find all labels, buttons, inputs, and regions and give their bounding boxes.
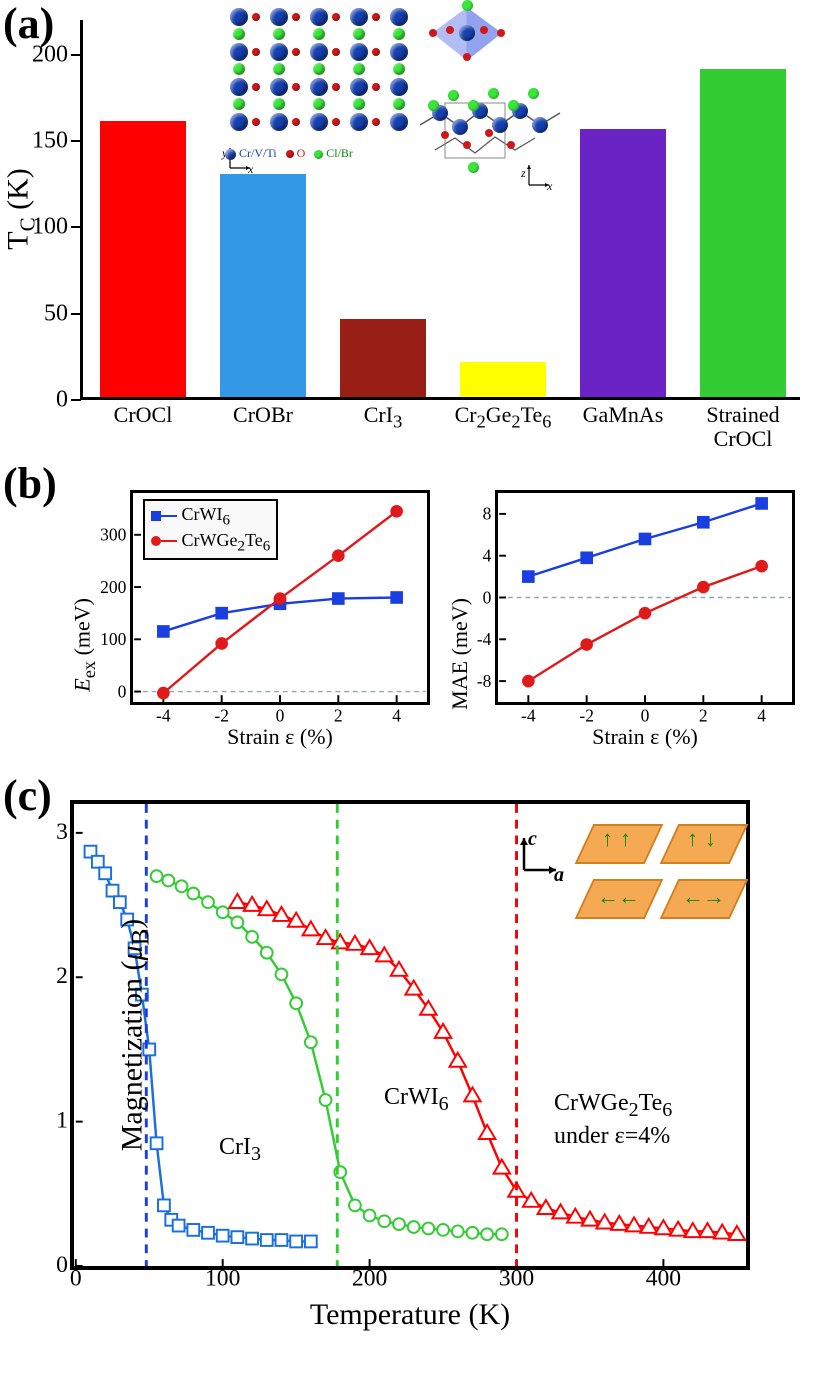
- svg-text:1: 1: [56, 1108, 68, 1134]
- bar-cri: [340, 319, 426, 397]
- svg-text:-2: -2: [214, 705, 229, 725]
- label-cri3: CrI3: [219, 1134, 261, 1166]
- svg-text:300: 300: [499, 1266, 534, 1292]
- svg-text:0: 0: [118, 681, 127, 701]
- svg-text:0: 0: [276, 705, 285, 725]
- svg-text:2: 2: [56, 963, 68, 989]
- axis-arrows-inset: c a: [514, 832, 560, 883]
- svg-text:4: 4: [757, 705, 766, 725]
- ylabel-c: Magnetization (μB): [115, 919, 155, 1152]
- svg-text:-4: -4: [156, 705, 171, 725]
- panel-label-b: (b): [3, 458, 57, 509]
- bar-crobr: [220, 174, 306, 397]
- svg-text:100: 100: [100, 629, 126, 649]
- xlabel-b1: Strain ε (%): [227, 724, 333, 750]
- svg-text:0: 0: [56, 1252, 68, 1278]
- svg-text:400: 400: [646, 1266, 681, 1292]
- svg-text:-2: -2: [579, 705, 594, 725]
- xlabel-c: Temperature (K): [310, 1298, 510, 1332]
- plot-mae: Strain ε (%) MAE (meV) -4-2024-8-4048: [495, 490, 795, 705]
- panel-b: Strain ε (%) Eex (meV) CrWI6 CrWGe2Te6 -…: [100, 490, 800, 760]
- spin-config-1: ↑↑: [584, 824, 654, 864]
- svg-text:300: 300: [100, 525, 126, 545]
- bar-gamnas: [580, 129, 666, 397]
- label-crwi6: CrWI6: [384, 1084, 449, 1116]
- spin-config-3: ←←: [584, 879, 654, 919]
- svg-text:0: 0: [641, 705, 650, 725]
- xlabel-b2: Strain ε (%): [592, 724, 698, 750]
- svg-text:-8: -8: [477, 671, 492, 691]
- svg-text:200: 200: [352, 1266, 387, 1292]
- ylabel-b2: MAE (meV): [447, 598, 473, 710]
- label-crwge: CrWGe2Te6under ε=4%: [554, 1089, 672, 1151]
- plot-eex: Strain ε (%) Eex (meV) CrWI6 CrWGe2Te6 -…: [130, 490, 430, 705]
- spin-config-2: ↑↓: [669, 824, 739, 864]
- svg-text:4: 4: [392, 705, 401, 725]
- svg-text:0: 0: [70, 1266, 82, 1292]
- svg-text:200: 200: [100, 577, 126, 597]
- lattice-side-inset: z x: [415, 5, 570, 175]
- svg-text:0: 0: [483, 587, 492, 607]
- bar-crocl: [100, 121, 186, 397]
- svg-text:2: 2: [334, 705, 343, 725]
- bar-crgete: [460, 362, 546, 397]
- lattice-top-inset: y x Cr/V/Ti O Cl/Br: [230, 8, 410, 158]
- spin-config-4: ←→: [669, 879, 739, 919]
- bar-strainedcrocl: [700, 69, 786, 397]
- svg-text:4: 4: [483, 546, 492, 566]
- svg-text:-4: -4: [477, 629, 492, 649]
- ylabel-b1: Eex (meV): [70, 598, 100, 692]
- panel-label-c: (c): [3, 770, 52, 821]
- svg-text:-4: -4: [521, 705, 536, 725]
- panel-c: 01002003004000123 Magnetization (μB) Tem…: [70, 800, 800, 1345]
- plot-magnetization: 01002003004000123 Magnetization (μB) Tem…: [70, 800, 750, 1270]
- svg-text:2: 2: [699, 705, 708, 725]
- svg-text:3: 3: [56, 819, 68, 845]
- svg-text:8: 8: [483, 504, 492, 524]
- svg-text:100: 100: [205, 1266, 240, 1292]
